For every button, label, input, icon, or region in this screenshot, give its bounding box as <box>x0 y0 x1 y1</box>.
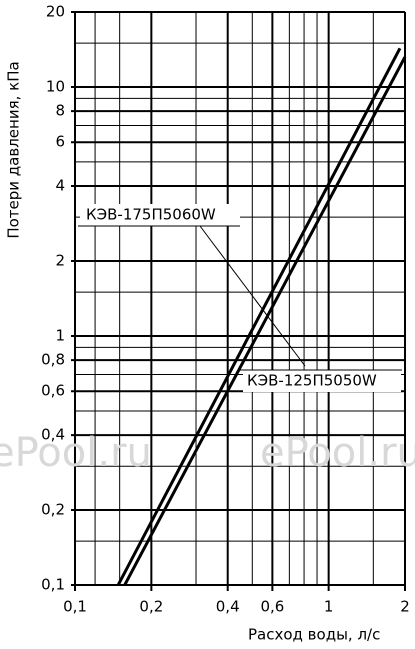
label-background <box>80 204 240 226</box>
y-tick-label: 2 <box>55 252 65 270</box>
watermark: ePool.ru <box>260 430 415 476</box>
x-axis-label: Расход воды, л/с <box>248 626 380 644</box>
y-tick-label: 8 <box>55 102 65 120</box>
x-tick-label: 0,6 <box>260 598 284 616</box>
leader-line <box>199 225 306 367</box>
x-tick-label: 0,4 <box>216 598 240 616</box>
series-label: КЭВ-175П5060W <box>86 206 216 224</box>
x-tick-label: 2 <box>400 598 410 616</box>
y-tick-label: 6 <box>55 133 65 151</box>
label-background <box>243 370 401 392</box>
series-line <box>116 47 402 586</box>
y-tick-label: 0,8 <box>41 351 65 369</box>
y-tick-label: 0,1 <box>41 576 65 594</box>
watermark: ePool.ru <box>0 430 152 476</box>
y-tick-label: 0,6 <box>41 382 65 400</box>
series-label: КЭВ-125П5050W <box>247 372 377 390</box>
x-tick-label: 0,1 <box>63 598 87 616</box>
y-tick-label: 0,4 <box>41 426 65 444</box>
series-line <box>123 56 407 586</box>
y-tick-label: 4 <box>55 177 65 195</box>
y-axis-label: Потери давления, кПа <box>5 61 23 238</box>
y-tick-label: 20 <box>46 3 65 21</box>
x-tick-label: 0,2 <box>139 598 163 616</box>
y-tick-label: 1 <box>55 326 65 344</box>
y-tick-label: 0,2 <box>41 501 65 519</box>
y-tick-label: 10 <box>46 77 65 95</box>
x-tick-label: 1 <box>324 598 334 616</box>
